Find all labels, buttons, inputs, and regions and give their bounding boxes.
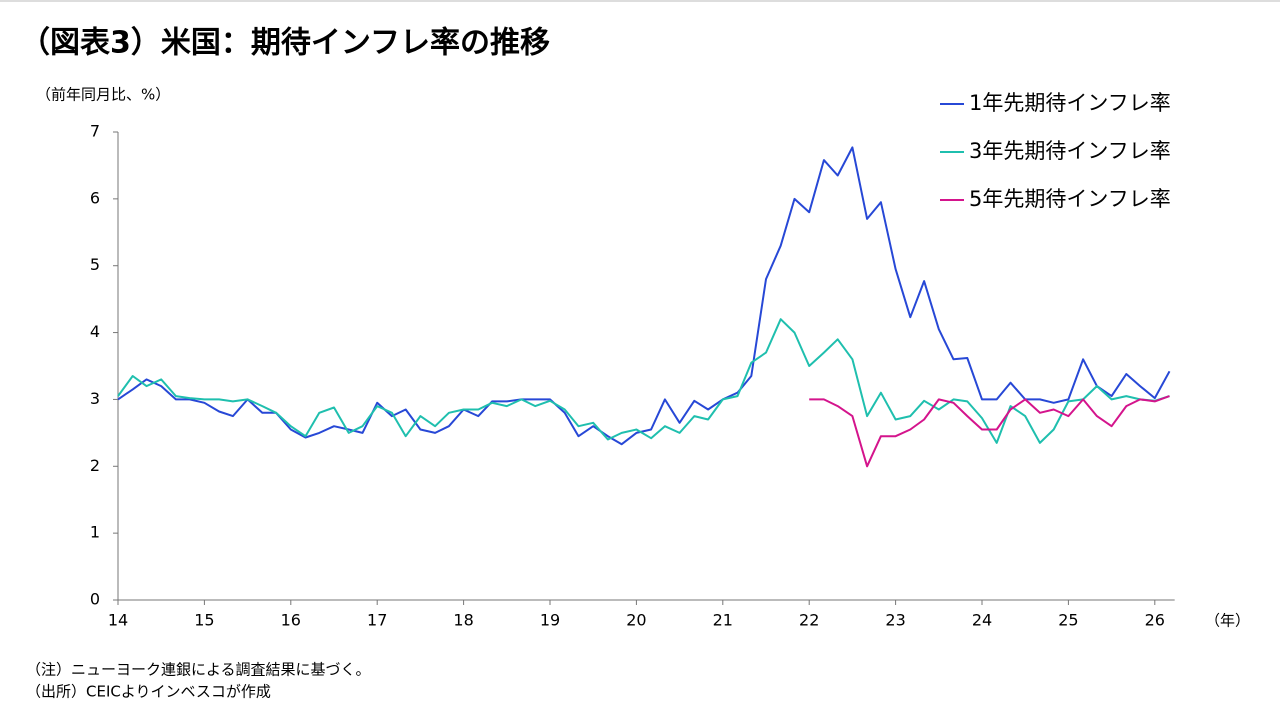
x-tick-label: 19 xyxy=(540,611,560,630)
y-tick-label: 4 xyxy=(90,322,100,341)
series-line xyxy=(809,395,1170,468)
source-note: （出所）CEICよりインベスコが作成 xyxy=(26,683,271,701)
y-tick-label: 3 xyxy=(90,389,100,408)
y-tick-label: 5 xyxy=(90,255,100,274)
x-tick-label: 20 xyxy=(626,611,646,630)
x-tick-label: 22 xyxy=(799,611,819,630)
series-line xyxy=(117,318,1170,444)
x-tick-label: 23 xyxy=(885,611,905,630)
x-axis-label: （年） xyxy=(1205,612,1250,630)
x-tick-label: 21 xyxy=(713,611,733,630)
chart-title: （図表3）米国：期待インフレ率の推移 xyxy=(20,26,550,61)
legend-label: 5年先期待インフレ率 xyxy=(969,187,1171,211)
x-tick-label: 26 xyxy=(1145,611,1165,630)
y-tick-label: 7 xyxy=(90,122,100,141)
x-tick-label: 18 xyxy=(453,611,473,630)
y-tick-label: 2 xyxy=(90,456,100,475)
x-tick-label: 14 xyxy=(108,611,128,630)
y-tick-label: 0 xyxy=(90,590,100,609)
x-tick-label: 17 xyxy=(367,611,387,630)
x-tick-label: 25 xyxy=(1058,611,1078,630)
legend-label: 3年先期待インフレ率 xyxy=(969,139,1171,163)
series-line xyxy=(117,146,1171,446)
x-tick-label: 16 xyxy=(281,611,301,630)
y-axis-label: （前年同月比、%） xyxy=(36,86,170,104)
x-tick-label: 24 xyxy=(972,611,992,630)
legend-label: 1年先期待インフレ率 xyxy=(969,91,1171,115)
y-tick-label: 6 xyxy=(90,188,100,207)
y-tick-label: 1 xyxy=(90,523,100,542)
x-tick-label: 15 xyxy=(194,611,214,630)
footnote: （注）ニューヨーク連銀による調査結果に基づく。 xyxy=(26,661,371,679)
